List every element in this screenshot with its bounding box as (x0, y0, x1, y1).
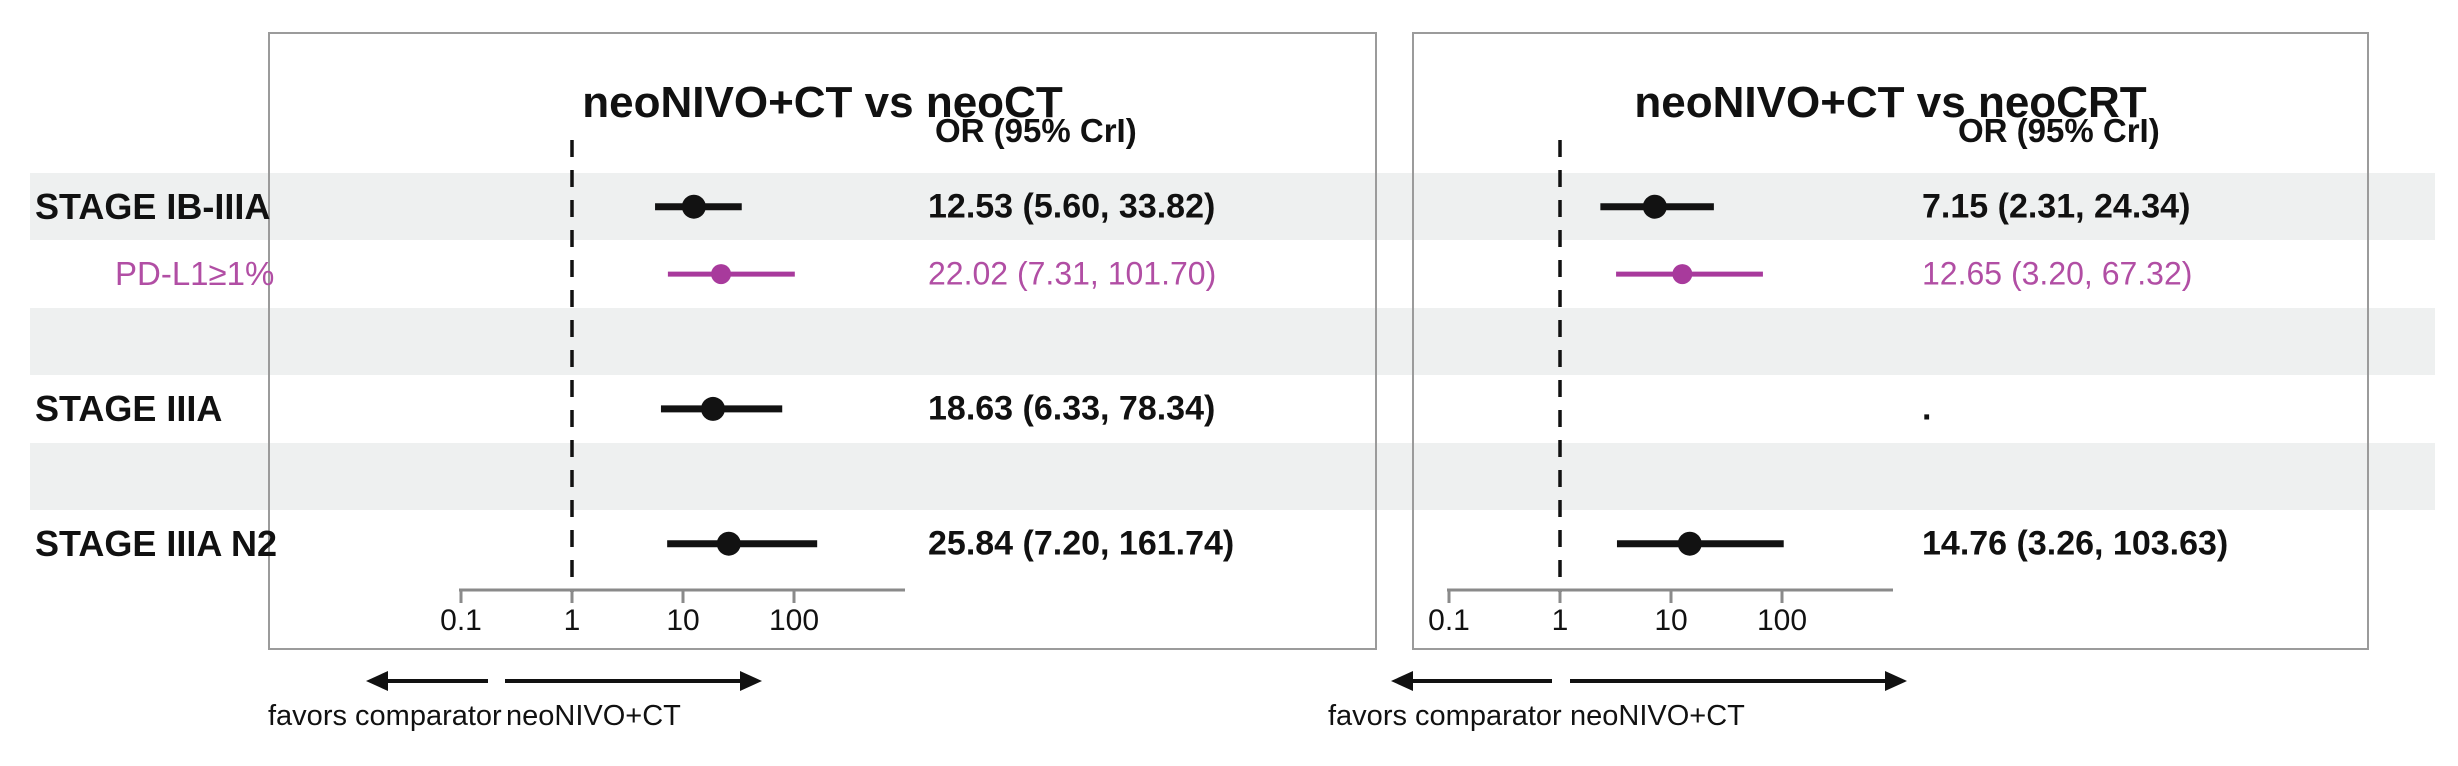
right-arrow-head (1885, 671, 1907, 691)
row-label-stage: STAGE IIIA N2 (35, 522, 278, 564)
axis-tick-label: 10 (1654, 604, 1688, 637)
axis-tick-label: 0.1 (440, 604, 482, 637)
or-column-header: OR (95% CrI) (935, 112, 1137, 149)
favors-comparator-label: favors comparator (1328, 700, 1562, 732)
or-point (711, 264, 732, 285)
or-point (1642, 194, 1667, 219)
treatment-label: neoNIVO+CT (506, 700, 681, 732)
axis-tick-label: 1 (1551, 604, 1569, 637)
stage-row-band (30, 173, 2435, 241)
or-point (716, 531, 741, 556)
or-value: 14.76 (3.26, 103.63) (1922, 524, 2229, 563)
axis-tick-label: 0.1 (1428, 604, 1470, 637)
or-value: 22.02 (7.31, 101.70) (928, 255, 1217, 292)
favors-comparator-label: favors comparator (268, 700, 502, 732)
row-label-pdl1: PD-L1≥1% (115, 255, 275, 293)
axis-tick-label: 100 (768, 604, 820, 637)
left-arrow-head (366, 671, 388, 691)
right-arrow-head (740, 671, 762, 691)
or-value: 25.84 (7.20, 161.74) (928, 524, 1235, 563)
or-point (1677, 531, 1702, 556)
right-panel-box: neoNIVO+CT vs neoCRT (1412, 32, 2369, 650)
or-value: 7.15 (2.31, 24.34) (1922, 187, 2191, 226)
axis-tick-label: 100 (1756, 604, 1808, 637)
or-value: 12.65 (3.20, 67.32) (1922, 255, 2193, 292)
or-column-header: OR (95% CrI) (1958, 112, 2160, 149)
row-label-stage: STAGE IIIA (35, 387, 223, 429)
panel-title: neoNIVO+CT vs neoCT (582, 78, 1063, 127)
treatment-label: neoNIVO+CT (1570, 700, 1745, 732)
left-panel-box: neoNIVO+CT vs neoCT (268, 32, 1377, 650)
axis-tick-label: 10 (666, 604, 700, 637)
row-label-stage: STAGE IB-IIIA (35, 185, 271, 227)
left-arrow-head (1391, 671, 1413, 691)
panel-title: neoNIVO+CT vs neoCRT (1634, 78, 2147, 127)
stage-row-band (30, 307, 2435, 376)
or-point (700, 396, 725, 421)
or-value: 18.63 (6.33, 78.34) (928, 389, 1216, 428)
axis-tick-label: 1 (563, 604, 581, 637)
stage-row-band (30, 442, 2435, 510)
or-point (1672, 264, 1693, 285)
or-point (681, 194, 706, 219)
missing-estimate-dot: . (1922, 389, 1932, 428)
or-value: 12.53 (5.60, 33.82) (928, 187, 1216, 226)
